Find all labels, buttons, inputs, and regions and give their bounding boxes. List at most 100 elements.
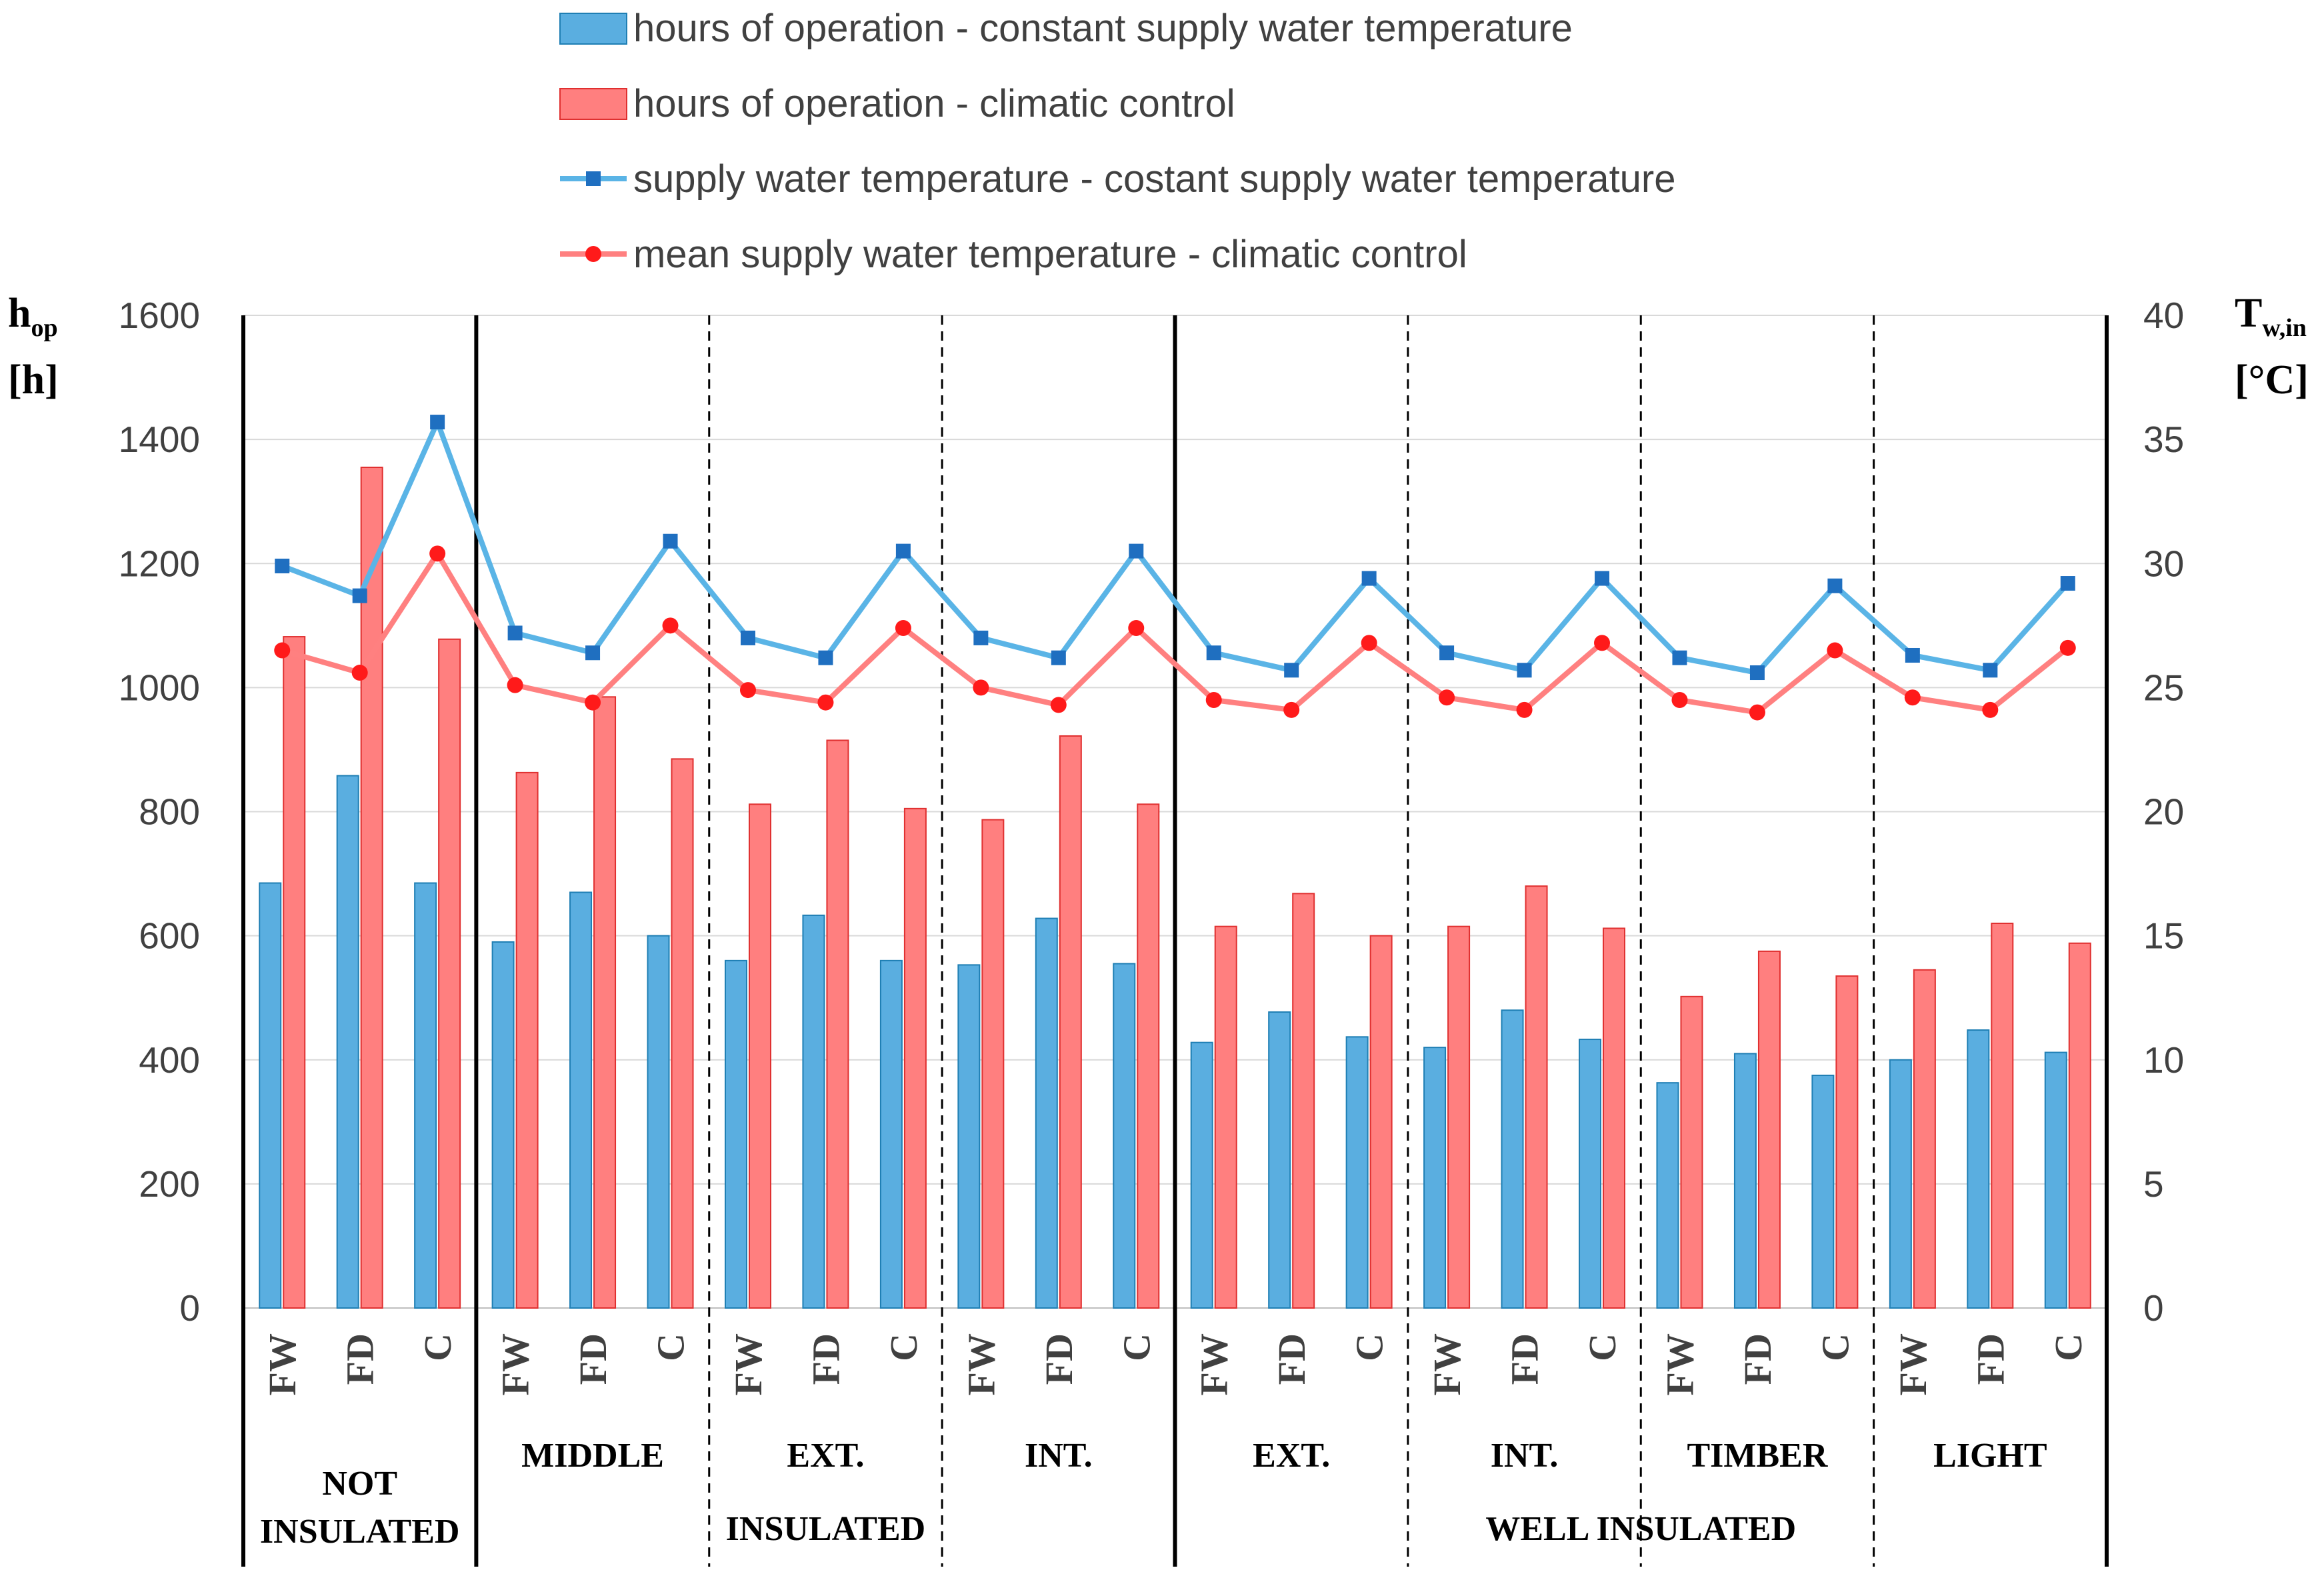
- marker-square: [2060, 576, 2075, 591]
- y-right-tick-label: 40: [2143, 295, 2184, 336]
- category-labels: FW FD C FW FD C FW FD C FW FD C FW FD C FW FD C FW FD C FW FD C: [261, 1333, 2090, 1395]
- bar-constant-supply: [2044, 1051, 2067, 1309]
- bar-constant-supply: [879, 959, 903, 1309]
- category-label: C: [1581, 1333, 1624, 1361]
- group-labels: NOT INSULATED MIDDLE EXT. INT. EXT. INT. TIMBER…: [260, 1437, 2047, 1551]
- category-label: FW: [1425, 1333, 1469, 1395]
- category-label: FD: [571, 1333, 615, 1385]
- marker-circle: [1361, 635, 1377, 651]
- y-right-tick-label: 20: [2143, 791, 2184, 833]
- marker-circle: [1128, 620, 1145, 637]
- bar-constant-supply: [569, 891, 593, 1309]
- y-right-tick-label: 0: [2143, 1287, 2164, 1329]
- category-label: FD: [1270, 1333, 1313, 1385]
- line-series: [274, 415, 2076, 721]
- bar-constant-supply: [1345, 1036, 1369, 1309]
- bar-climatic-control: [1913, 969, 1936, 1309]
- y-right-tick-label: 5: [2143, 1163, 2164, 1205]
- bar-constant-supply: [1579, 1039, 1602, 1309]
- category-label: C: [2047, 1333, 2090, 1361]
- bar-climatic-control: [515, 771, 539, 1309]
- y-right-tick-label: 10: [2143, 1039, 2184, 1081]
- bars: [259, 467, 2091, 1309]
- y-left-tick-label: 800: [139, 791, 200, 833]
- category-label: C: [416, 1333, 459, 1361]
- bar-constant-supply: [957, 964, 981, 1309]
- marker-circle: [274, 642, 291, 659]
- bar-constant-supply: [1190, 1041, 1213, 1309]
- category-label: FD: [1736, 1333, 1779, 1385]
- legend-swatch-bar: [559, 13, 627, 45]
- y-left-tick-label: 400: [139, 1039, 200, 1081]
- y-left-tick-label: 1600: [119, 295, 200, 336]
- super-group-label: WELL INSULATED: [1485, 1510, 1796, 1548]
- marker-square: [740, 630, 755, 645]
- bar-constant-supply: [1501, 1009, 1524, 1309]
- marker-circle: [739, 682, 756, 699]
- y-axis-left-title: hop: [8, 291, 58, 342]
- y-axis-right-symbol: T: [2235, 291, 2262, 336]
- y-axis-right-unit: [°C]: [2235, 357, 2309, 403]
- y-axis-right-title: Tw,in: [2235, 291, 2307, 342]
- legend-label: supply water temperature - costant suppl…: [633, 157, 1676, 201]
- marker-circle: [1283, 701, 1300, 718]
- group-label: LIGHT: [1933, 1437, 2047, 1475]
- bar-constant-supply: [414, 882, 437, 1309]
- category-label: C: [1813, 1333, 1857, 1361]
- bar-constant-supply: [1811, 1075, 1835, 1309]
- marker-square: [1284, 663, 1299, 678]
- category-label: FD: [1503, 1333, 1547, 1385]
- bar-climatic-control: [1059, 735, 1082, 1309]
- category-label: FD: [1969, 1333, 2012, 1385]
- marker-circle: [429, 545, 446, 562]
- category-label: FW: [1193, 1333, 1236, 1395]
- y-left-tick-label: 200: [139, 1163, 200, 1205]
- bar-climatic-control: [903, 807, 927, 1309]
- marker-circle: [1439, 689, 1455, 706]
- y-left-tick-label: 1200: [119, 543, 200, 584]
- bar-climatic-control: [981, 819, 1005, 1309]
- category-label: FD: [1037, 1333, 1081, 1385]
- marker-square: [1749, 665, 1765, 681]
- marker-square: [663, 533, 678, 549]
- marker-square: [430, 415, 445, 430]
- marker-square: [973, 630, 989, 645]
- y-right-tick-label: 30: [2143, 543, 2184, 584]
- marker-square: [1051, 650, 1066, 665]
- marker-square: [1206, 645, 1221, 661]
- marker-circle: [973, 679, 989, 696]
- y-left-tick-label: 1400: [119, 419, 200, 460]
- bar-constant-supply: [491, 941, 515, 1309]
- bar-climatic-control: [1757, 950, 1781, 1309]
- category-label: C: [882, 1333, 925, 1361]
- group-label: INT.: [1025, 1437, 1093, 1475]
- category-label: C: [1115, 1333, 1158, 1361]
- marker-square: [1595, 571, 1610, 586]
- y-axis-left-symbol: h: [8, 291, 31, 336]
- y-right-tick-label: 35: [2143, 419, 2184, 460]
- bar-constant-supply: [1035, 917, 1058, 1309]
- marker-square: [1905, 647, 1920, 663]
- bar-climatic-control: [593, 696, 617, 1309]
- category-label: FW: [727, 1333, 770, 1395]
- y-left-tick-label: 0: [179, 1287, 200, 1329]
- bar-constant-supply: [1113, 963, 1136, 1309]
- line-constant-supply-temp: [281, 419, 2070, 676]
- bar-climatic-control: [2068, 942, 2091, 1309]
- marker-circle: [1205, 691, 1222, 708]
- bar-climatic-control: [1214, 925, 1237, 1309]
- group-label: EXT.: [787, 1437, 864, 1475]
- bar-climatic-control: [1137, 803, 1160, 1309]
- marker-square: [507, 625, 523, 641]
- y-left-tick-label: 1000: [119, 667, 200, 708]
- bar-climatic-control: [1292, 893, 1315, 1309]
- bar-climatic-control: [360, 467, 383, 1309]
- group-label: INSULATED: [260, 1513, 460, 1551]
- bar-climatic-control: [671, 758, 694, 1309]
- bar-constant-supply: [647, 935, 670, 1309]
- marker-circle: [895, 620, 911, 637]
- legend-marker-square: [586, 171, 601, 186]
- marker-square: [1129, 543, 1144, 559]
- marker-square: [1517, 663, 1532, 678]
